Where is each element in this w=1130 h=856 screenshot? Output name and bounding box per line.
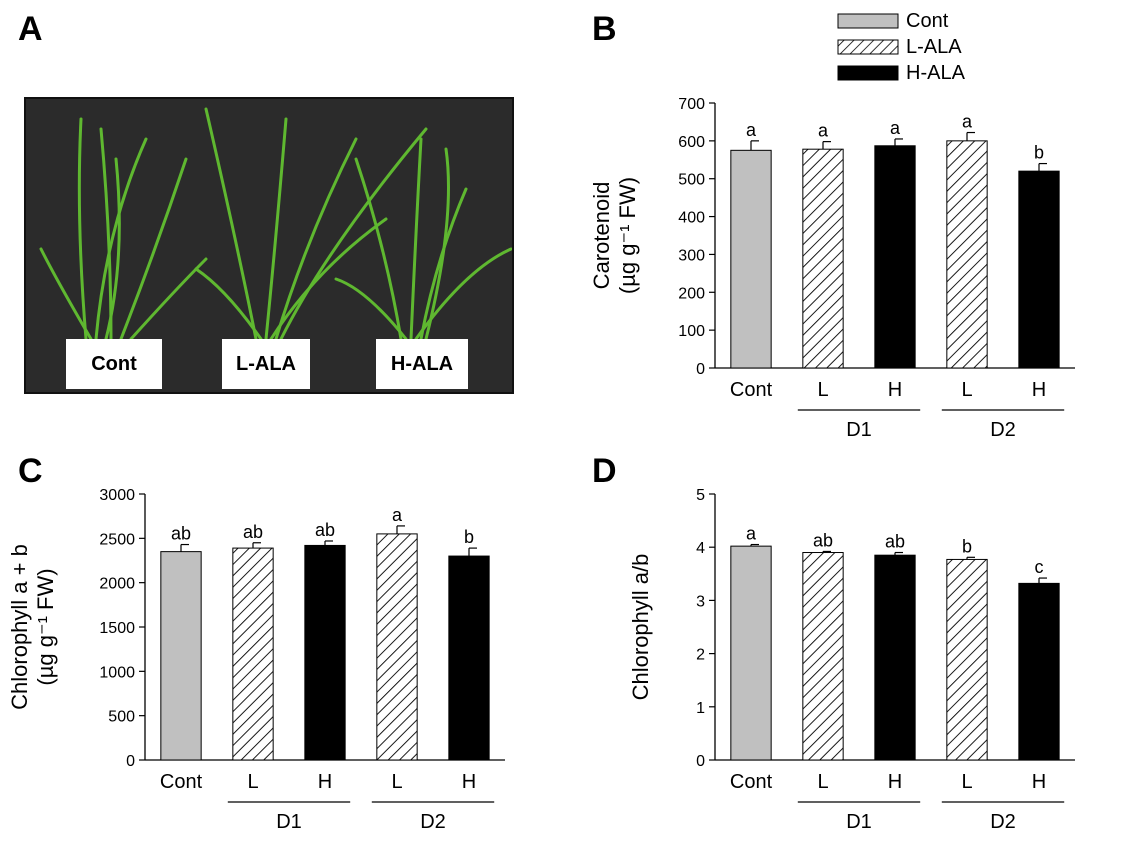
- y-tick-label: 0: [696, 361, 705, 378]
- bar-1: [802, 552, 844, 761]
- legend-label-0: Cont: [906, 10, 949, 32]
- y-tick-label: 1000: [99, 664, 135, 681]
- y-tick-label: 500: [678, 172, 705, 189]
- bar-4: [1018, 582, 1060, 761]
- plant-photo: Cont L-ALA H-ALA: [24, 97, 514, 394]
- x-category-label-3: L: [391, 771, 402, 793]
- bar-4: [1018, 170, 1060, 369]
- y-tick-label: 200: [678, 285, 705, 302]
- x-category-label-1: L: [817, 379, 828, 401]
- panel-letter-b: B: [592, 10, 617, 48]
- photo-label-cont: Cont: [66, 339, 162, 389]
- bar-4: [448, 555, 490, 761]
- bar-0: [160, 551, 202, 761]
- x-category-label-0: Cont: [160, 771, 203, 793]
- sig-letter-1: ab: [243, 522, 263, 542]
- y-tick-label: 400: [678, 210, 705, 227]
- y-tick-label: 1500: [99, 620, 135, 637]
- x-category-label-3: L: [961, 771, 972, 793]
- legend-label-1: L-ALA: [906, 36, 962, 58]
- y-tick-label: 100: [678, 323, 705, 340]
- x-category-label-1: L: [247, 771, 258, 793]
- group-label-0: D1: [846, 811, 872, 833]
- bar-2: [874, 145, 916, 369]
- photo-label-h-ala: H-ALA: [376, 339, 468, 389]
- y-axis-label-line-0: Chlorophyll a + b: [7, 544, 32, 710]
- y-tick-label: 2000: [99, 576, 135, 593]
- y-tick-label: 2500: [99, 531, 135, 548]
- sig-letter-0: a: [746, 524, 757, 544]
- panel-letter-c: C: [18, 452, 43, 490]
- x-category-label-4: H: [462, 771, 476, 793]
- panel-letter-d: D: [592, 452, 617, 490]
- legend-label-2: H-ALA: [906, 62, 966, 84]
- y-tick-label: 2: [696, 647, 705, 664]
- group-label-0: D1: [846, 419, 872, 441]
- y-tick-label: 0: [126, 753, 135, 770]
- sig-letter-0: ab: [171, 524, 191, 544]
- x-category-label-2: H: [318, 771, 332, 793]
- group-label-1: D2: [990, 811, 1016, 833]
- bar-2: [304, 544, 346, 761]
- legend-swatch-0: [837, 13, 899, 29]
- photo-label-l-ala: L-ALA: [222, 339, 310, 389]
- legend: Cont L-ALA H-ALA: [837, 10, 966, 84]
- sig-letter-1: a: [818, 121, 829, 141]
- y-tick-label: 1: [696, 700, 705, 717]
- y-tick-label: 3: [696, 593, 705, 610]
- sig-letter-2: ab: [885, 532, 905, 552]
- sig-letter-0: a: [746, 120, 757, 140]
- bar-2: [874, 554, 916, 761]
- x-category-label-1: L: [817, 771, 828, 793]
- y-axis-label-line-0: Chlorophyll a/b: [628, 554, 653, 701]
- y-tick-label: 3000: [99, 487, 135, 504]
- bar-1: [802, 148, 844, 369]
- bar-0: [730, 545, 772, 761]
- y-axis-label-line-1: (µg g⁻¹ FW): [33, 568, 58, 685]
- legend-swatch-2: [837, 65, 899, 81]
- bar-3: [376, 533, 418, 761]
- group-label-1: D2: [420, 811, 446, 833]
- group-label-1: D2: [990, 419, 1016, 441]
- sig-letter-4: b: [464, 527, 474, 547]
- y-axis-label-line-0: Carotenoid: [589, 182, 614, 290]
- panel-letter-a: A: [18, 10, 43, 48]
- sig-letter-3: b: [962, 536, 972, 556]
- y-tick-label: 5: [696, 487, 705, 504]
- y-tick-label: 500: [108, 709, 135, 726]
- x-category-label-4: H: [1032, 771, 1046, 793]
- y-tick-label: 300: [678, 247, 705, 264]
- carotenoid-chart: 0 100 200 300 400 500 600 700 Carotenoid (µg g⁻¹ …: [589, 96, 1075, 441]
- plant-leaves-graphic: [39, 107, 512, 341]
- x-category-label-2: H: [888, 379, 902, 401]
- y-tick-label: 600: [678, 134, 705, 151]
- sig-letter-3: a: [962, 112, 973, 132]
- bar-3: [946, 140, 988, 369]
- sig-letter-2: a: [890, 118, 901, 138]
- x-category-label-4: H: [1032, 379, 1046, 401]
- x-category-label-2: H: [888, 771, 902, 793]
- y-tick-label: 4: [696, 540, 705, 557]
- group-label-0: D1: [276, 811, 302, 833]
- sig-letter-1: ab: [813, 530, 833, 550]
- y-tick-label: 0: [696, 753, 705, 770]
- y-axis-label-line-1: (µg g⁻¹ FW): [615, 177, 640, 294]
- y-tick-label: 700: [678, 96, 705, 113]
- sig-letter-4: b: [1034, 143, 1044, 163]
- chlorophyll-ab-total-chart: 0 500 1000 1500 2000 2500 3000 Chlorophyll a + …: [7, 487, 505, 833]
- sig-letter-4: c: [1035, 557, 1044, 577]
- x-category-label-0: Cont: [730, 771, 773, 793]
- sig-letter-3: a: [392, 505, 403, 525]
- chlorophyll-a-b-ratio-chart: 0 1 2 3 4 5 Chlorophyll a/b a Cont ab Lab Hb Lc H D1 D2: [628, 487, 1075, 833]
- x-category-label-0: Cont: [730, 379, 773, 401]
- x-category-label-3: L: [961, 379, 972, 401]
- bar-0: [730, 149, 772, 369]
- sig-letter-2: ab: [315, 520, 335, 540]
- legend-swatch-1: [837, 39, 899, 55]
- bar-3: [946, 558, 988, 761]
- bar-1: [232, 547, 274, 761]
